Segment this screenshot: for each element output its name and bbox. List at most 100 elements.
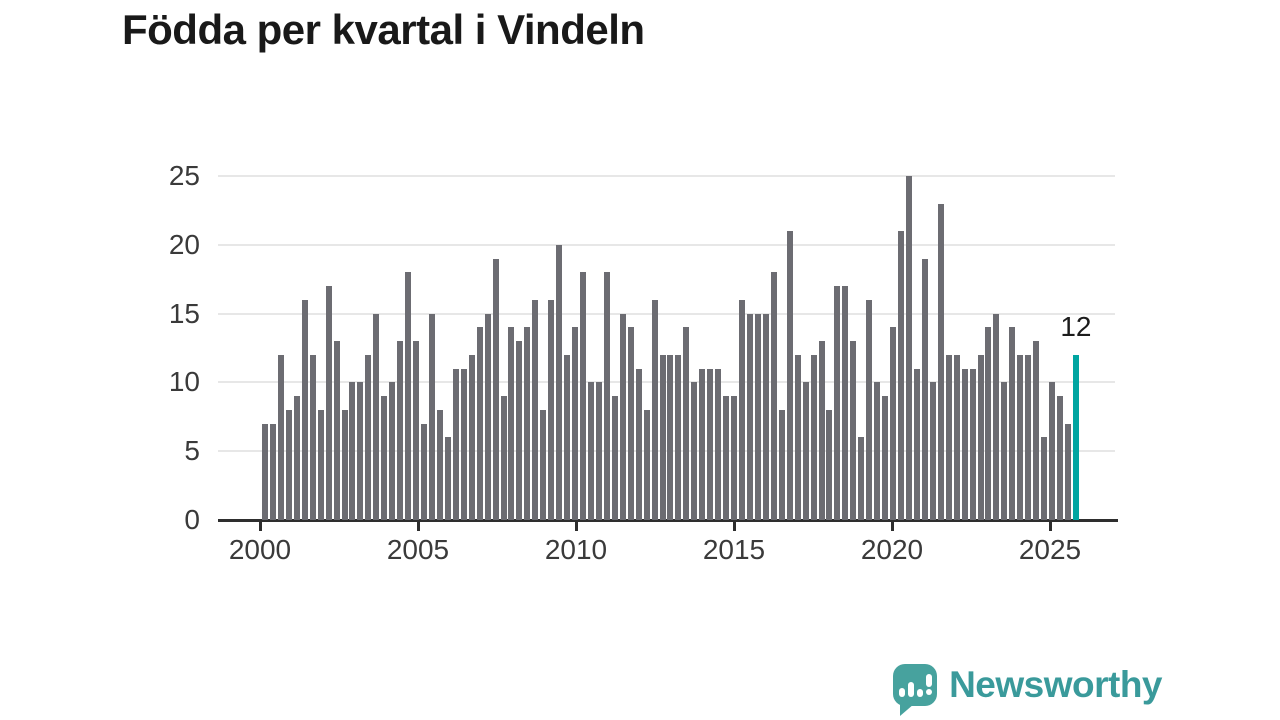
- bar: [754, 313, 761, 520]
- bar: [556, 244, 563, 520]
- x-axis-label-2015: 2015: [702, 534, 766, 565]
- x-axis-label-2010: 2010: [544, 534, 608, 565]
- x-axis-tick-2025: [1049, 522, 1052, 531]
- bar: [508, 327, 515, 520]
- bar: [293, 396, 300, 520]
- logo-bar-icon: [916, 689, 923, 697]
- y-axis-label-25: 25: [168, 160, 200, 191]
- chart-title: Födda per kvartal i Vindeln: [122, 6, 645, 53]
- bar: [643, 409, 650, 520]
- bar: [548, 299, 555, 520]
- bar: [929, 382, 936, 520]
- bar: [421, 423, 427, 520]
- bar: [945, 354, 952, 520]
- bar: [890, 327, 897, 520]
- bar: [516, 341, 523, 520]
- logo-bar-icon: [907, 682, 914, 697]
- bar: [397, 341, 404, 520]
- bar: [913, 368, 920, 520]
- bar: [834, 286, 841, 520]
- highlight-value-label: 12: [1060, 310, 1092, 342]
- bar: [635, 368, 642, 520]
- bar: [484, 313, 491, 520]
- y-axis-label-5: 5: [184, 435, 200, 467]
- gridline-y-20: [218, 243, 1115, 246]
- bar: [1017, 354, 1024, 520]
- highlighted-bar-2025-q3: [1072, 354, 1079, 520]
- bar: [277, 354, 284, 520]
- logo-bar-icon: [898, 688, 905, 697]
- bar: [349, 382, 356, 520]
- y-axis-label-10: 10: [168, 366, 200, 398]
- bar: [301, 299, 308, 520]
- bar: [452, 368, 459, 520]
- y-axis-label-20: 20: [168, 228, 200, 260]
- x-axis-tick-2000: [259, 522, 262, 531]
- bar: [739, 299, 745, 520]
- bar: [468, 354, 475, 520]
- bar: [842, 286, 849, 520]
- bar: [882, 396, 889, 520]
- bar: [969, 368, 976, 520]
- bar: [953, 354, 960, 520]
- bar: [961, 368, 968, 520]
- bar: [762, 313, 769, 520]
- bar: [444, 437, 451, 520]
- bar: [786, 231, 793, 520]
- bar: [611, 396, 618, 520]
- bar: [1049, 382, 1056, 520]
- bar: [715, 368, 722, 520]
- bar: [874, 382, 881, 520]
- bar: [492, 258, 499, 520]
- logo-exclamation-icon: [925, 674, 932, 695]
- bar: [707, 368, 714, 520]
- bar: [723, 396, 730, 520]
- bar: [357, 382, 364, 520]
- bar: [333, 341, 340, 520]
- bar: [937, 203, 944, 520]
- bar: [802, 382, 809, 520]
- bar: [524, 327, 531, 520]
- bar: [262, 423, 268, 520]
- x-axis-tick-2020: [891, 522, 894, 531]
- bar: [373, 313, 380, 520]
- bar: [1001, 382, 1008, 520]
- bar: [1057, 396, 1063, 520]
- bar: [325, 286, 332, 520]
- bar: [540, 409, 547, 520]
- bar: [691, 382, 698, 520]
- bar: [587, 382, 594, 520]
- bar: [627, 327, 634, 520]
- gridline-y-25: [218, 175, 1115, 177]
- bar: [413, 341, 420, 520]
- bar: [436, 409, 443, 520]
- bar: [683, 327, 690, 520]
- bar: [826, 409, 833, 520]
- gridline-y-10: [218, 381, 1115, 384]
- bar: [476, 327, 483, 520]
- y-axis-label-15: 15: [168, 297, 200, 329]
- bar: [898, 231, 904, 520]
- bar: [667, 354, 674, 520]
- brand-wordmark: Newsworthy: [949, 664, 1162, 705]
- bar: [1064, 423, 1071, 520]
- bar: [731, 396, 738, 520]
- x-axis-line: [218, 519, 1118, 522]
- bar: [651, 299, 658, 520]
- bar: [770, 272, 777, 520]
- bar: [850, 341, 857, 520]
- newsworthy-logo-icon: [893, 664, 938, 716]
- bar: [285, 409, 292, 520]
- bar: [1033, 341, 1040, 520]
- bar: [500, 396, 507, 520]
- bar: [269, 423, 276, 520]
- bar: [405, 272, 412, 520]
- bar: [699, 368, 706, 520]
- x-axis-label-2000: 2000: [228, 534, 292, 565]
- bar: [1009, 327, 1016, 520]
- bar: [309, 354, 316, 520]
- bar: [659, 354, 666, 520]
- bar: [580, 272, 586, 520]
- gridline-y-5: [218, 450, 1115, 453]
- bar: [858, 437, 865, 520]
